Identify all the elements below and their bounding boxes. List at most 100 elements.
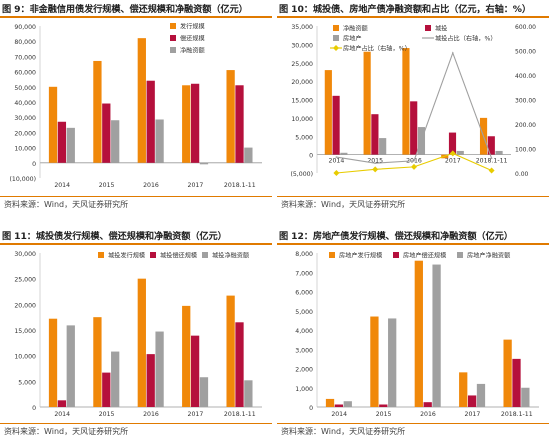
y-tick-label: 40,000 bbox=[14, 100, 36, 107]
bar-3-5 bbox=[244, 380, 253, 407]
y-tick-label: 3,000 bbox=[295, 347, 313, 354]
bar-3-4 bbox=[199, 377, 209, 407]
bar-3-1 bbox=[66, 325, 75, 407]
line-point-1-1 bbox=[335, 156, 338, 158]
x-tick-label: 2018.1-11 bbox=[224, 411, 256, 418]
chart-fig10: (5,000) 0 5,000 10,000 15,000 20,000 25,000 30,… bbox=[290, 24, 536, 178]
bar-3-2 bbox=[111, 351, 120, 407]
bar-1-4 bbox=[459, 372, 468, 407]
bar-1-5 bbox=[226, 295, 235, 407]
title-rule bbox=[277, 16, 549, 18]
y2-tick-label: 300.00 bbox=[515, 98, 536, 105]
bar-2-2 bbox=[102, 372, 111, 407]
bar-1-4 bbox=[182, 85, 191, 163]
bar-1-2 bbox=[370, 316, 379, 407]
y-tick-label: 70,000 bbox=[14, 54, 36, 61]
bar-2-5 bbox=[487, 136, 495, 155]
y-tick-label: 0 bbox=[32, 161, 36, 168]
chart-panel-fig9: 图 9：非金融信用债发行规模、偿还规模和净融资额（亿元） (10,000) 0 10… bbox=[0, 0, 272, 214]
chart-fig9: (10,000) 0 10,000 20,000 30,000 40,000 50,000 6… bbox=[10, 23, 262, 189]
line-point-1-5 bbox=[490, 157, 493, 160]
y-tick-label: 30,000 bbox=[14, 251, 36, 258]
legend-label: 房地产偿还规模 bbox=[403, 252, 446, 260]
chart-title: 图 11：城投债发行规模、偿还规模和净融资额（亿元） bbox=[2, 231, 227, 242]
legend-marker bbox=[333, 45, 339, 51]
legend-label: 房地产发行规模 bbox=[339, 252, 382, 260]
legend-label: 房地产占比（右轴，%） bbox=[343, 45, 411, 53]
source-note: 资料来源：Wind，天风证券研究所 bbox=[281, 427, 406, 436]
bar-3-5 bbox=[244, 147, 253, 163]
title-rule bbox=[277, 243, 549, 245]
bar-2-5 bbox=[235, 322, 244, 407]
legend-label: 净融资额 bbox=[180, 47, 206, 55]
x-tick-label: 2014 bbox=[331, 411, 347, 418]
bar-3-1 bbox=[340, 152, 348, 155]
bar-2-4 bbox=[190, 335, 200, 407]
chart-panel-fig10: 图 10：城投债、房地产债净融资额和占比（亿元，右轴：%） (5,000) 0 5,… bbox=[277, 0, 549, 214]
source-rule bbox=[277, 196, 549, 197]
line-point-1-2 bbox=[374, 162, 376, 164]
bar-1-4 bbox=[182, 305, 191, 407]
bar-2-1 bbox=[57, 400, 67, 407]
x-tick-label: 2017 bbox=[465, 411, 481, 418]
bar-2-5 bbox=[512, 358, 521, 407]
line-marker-2-2 bbox=[372, 166, 379, 173]
bar-2-1 bbox=[332, 95, 340, 155]
legend-label: 发行规模 bbox=[180, 23, 205, 31]
x-tick-label: 2014 bbox=[54, 182, 70, 189]
legend-swatch bbox=[457, 252, 463, 258]
legend-label: 城投 bbox=[435, 25, 447, 33]
legend-label: 城投偿还规模 bbox=[160, 252, 197, 260]
bar-2-3 bbox=[423, 402, 432, 407]
y2-tick-label: 100.00 bbox=[515, 147, 536, 154]
x-tick-label: 2016 bbox=[143, 182, 159, 189]
legend-swatch bbox=[170, 23, 176, 29]
y-tick-label: 15,000 bbox=[291, 98, 313, 105]
y-tick-label: 10,000 bbox=[14, 354, 36, 361]
y-tick-label: 25,000 bbox=[291, 61, 313, 68]
y2-tick-label: 600.00 bbox=[515, 24, 536, 31]
bar-2-3 bbox=[410, 101, 418, 155]
chart-fig11: 0 5,000 10,000 15,000 20,000 25,000 30,000 2014… bbox=[14, 251, 262, 418]
bar-2-2 bbox=[102, 103, 111, 163]
x-tick-label: 2014 bbox=[54, 411, 70, 418]
bar-2-1 bbox=[57, 121, 67, 163]
y2-tick-label: 500.00 bbox=[515, 49, 536, 56]
source-note: 资料来源：Wind，天风证券研究所 bbox=[281, 200, 406, 209]
bar-3-5 bbox=[495, 150, 503, 155]
y-tick-label: (10,000) bbox=[10, 176, 36, 183]
line-point-1-4 bbox=[452, 52, 454, 54]
legend-label: 房地产 bbox=[343, 35, 362, 43]
y-tick-label: 30,000 bbox=[291, 42, 313, 49]
bar-2-4 bbox=[467, 395, 477, 407]
bar-3-4 bbox=[456, 150, 464, 155]
x-tick-label: 2018.1-11 bbox=[476, 158, 508, 165]
legend-swatch bbox=[98, 252, 104, 258]
legend-label: 偿还规模 bbox=[180, 35, 205, 43]
bar-2-3 bbox=[146, 80, 155, 163]
bar-3-4 bbox=[199, 162, 209, 165]
y-tick-label: 10,000 bbox=[14, 146, 36, 153]
y-tick-label: 25,000 bbox=[14, 277, 36, 284]
y-tick-label: 90,000 bbox=[14, 24, 36, 31]
bar-1-1 bbox=[324, 70, 332, 155]
x-tick-label: 2017 bbox=[188, 411, 204, 418]
legend-swatch bbox=[329, 252, 335, 258]
source-note: 资料来源：Wind，天风证券研究所 bbox=[4, 200, 129, 209]
legend-swatch bbox=[333, 25, 339, 31]
chart-fig12: 0 1,000 2,000 3,000 4,000 5,000 6,000 7,000 8,00… bbox=[295, 251, 539, 418]
y-tick-label: 0 bbox=[32, 405, 36, 412]
bar-3-5 bbox=[521, 387, 530, 407]
y-tick-label: 60,000 bbox=[14, 70, 36, 77]
bar-1-3 bbox=[414, 260, 423, 407]
source-rule bbox=[0, 196, 272, 197]
y-tick-label: 7,000 bbox=[295, 270, 313, 277]
y-tick-label: 35,000 bbox=[291, 24, 313, 31]
bar-1-2 bbox=[93, 317, 102, 407]
legend-label: 城投净融资额 bbox=[212, 252, 250, 260]
y-tick-label: 2,000 bbox=[295, 367, 313, 374]
line-marker-2-3 bbox=[411, 163, 417, 170]
bar-1-1 bbox=[325, 398, 335, 407]
x-tick-label: 2015 bbox=[376, 411, 392, 418]
bar-1-3 bbox=[137, 38, 146, 163]
